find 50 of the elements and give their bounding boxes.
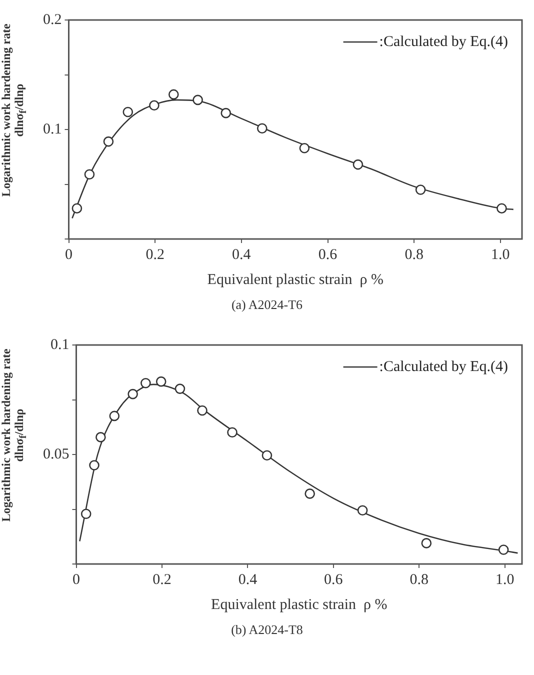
point (357, 505, 368, 516)
y-tick-label: 0.2 (43, 12, 62, 28)
legend-label: :Calculated by Eq.(4) (379, 34, 508, 50)
x-axis-title: Equivalent plastic strain ρ % (211, 596, 388, 613)
x-tick-label: 0.2 (152, 572, 172, 588)
point (256, 123, 268, 134)
point (498, 544, 509, 555)
point (122, 106, 134, 118)
point (96, 432, 106, 442)
x-tick-label: 1.0 (491, 246, 510, 263)
x-tick-label: 0.6 (324, 572, 344, 588)
point (299, 142, 310, 154)
point (421, 538, 432, 548)
point (128, 388, 138, 400)
point (168, 89, 179, 100)
y-tick-label: 0.05 (43, 446, 70, 462)
text: (a) A2024-T6 (230, 297, 304, 313)
text: (b) A2024-T8 (230, 622, 304, 638)
x-tick-label: 0.4 (238, 572, 258, 588)
x-tick-label: 0.4 (232, 246, 252, 263)
x-tick-label: 0 (65, 246, 72, 263)
x-tick-label: 0.8 (410, 572, 429, 588)
point (72, 203, 82, 214)
x-tick-label: 1.0 (495, 572, 514, 588)
legend-label: :Calculated by Eq.(4) (379, 358, 508, 375)
x-tick-label: 0.8 (404, 246, 424, 263)
y-tick-label: 0.1 (43, 121, 62, 138)
point (227, 427, 238, 438)
point (140, 378, 151, 388)
point (415, 184, 426, 195)
point (197, 405, 208, 416)
x-tick-label: 0.6 (318, 246, 338, 263)
point (84, 169, 95, 180)
point (149, 100, 160, 111)
x-axis-title: Equivalent plastic strain ρ % (207, 272, 384, 288)
point (304, 488, 315, 499)
point (80, 508, 92, 519)
point (192, 94, 203, 106)
point (220, 108, 232, 118)
point (109, 410, 120, 422)
x-tick-label: 0.2 (146, 246, 164, 263)
point (496, 203, 507, 214)
point (352, 159, 364, 170)
y-tick-label: 0.1 (50, 336, 70, 353)
point (156, 376, 166, 387)
point (103, 136, 114, 147)
point (174, 384, 186, 394)
x-tick-label: 0 (72, 572, 80, 588)
point (89, 460, 100, 470)
point (262, 450, 272, 461)
